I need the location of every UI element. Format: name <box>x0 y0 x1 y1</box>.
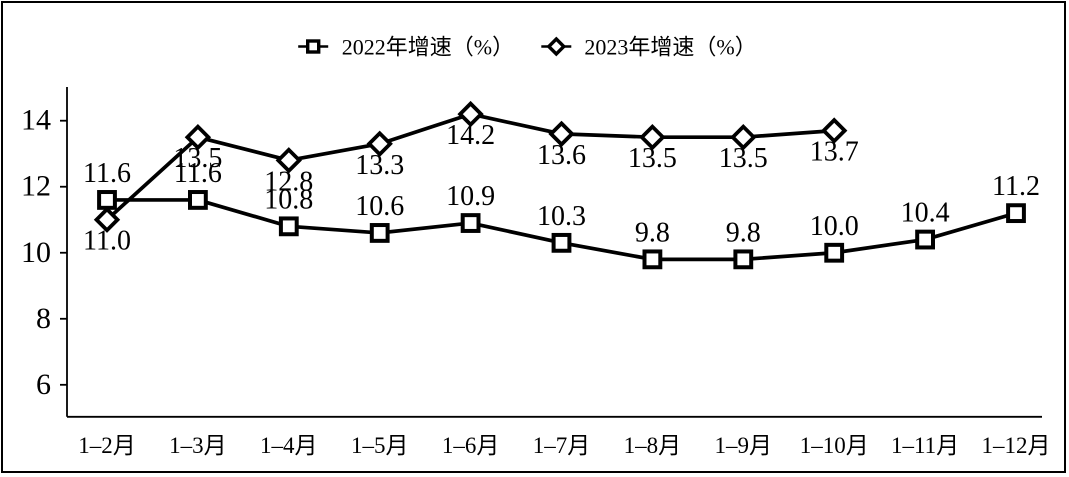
svg-text:1–9月: 1–9月 <box>715 433 773 458</box>
svg-text:10.3: 10.3 <box>537 201 586 232</box>
svg-text:1–4月: 1–4月 <box>260 433 318 458</box>
svg-text:1–6月: 1–6月 <box>442 433 500 458</box>
svg-text:12: 12 <box>21 170 51 203</box>
svg-text:13.5: 13.5 <box>173 143 222 174</box>
svg-text:11.0: 11.0 <box>83 226 131 257</box>
svg-text:1–10月: 1–10月 <box>800 433 869 458</box>
svg-text:9.8: 9.8 <box>726 217 761 248</box>
svg-text:10: 10 <box>21 236 51 269</box>
svg-text:1–8月: 1–8月 <box>624 433 682 458</box>
svg-text:1–3月: 1–3月 <box>169 433 227 458</box>
svg-text:2023年增速（%）: 2023年增速（%） <box>584 35 756 60</box>
svg-text:11.2: 11.2 <box>992 171 1040 202</box>
svg-text:6: 6 <box>36 368 51 401</box>
svg-text:1–12月: 1–12月 <box>982 433 1051 458</box>
svg-text:13.3: 13.3 <box>355 150 404 181</box>
svg-text:1–2月: 1–2月 <box>78 433 136 458</box>
svg-text:1–7月: 1–7月 <box>533 433 591 458</box>
svg-text:10.6: 10.6 <box>355 191 404 222</box>
svg-text:1–11月: 1–11月 <box>891 433 959 458</box>
svg-text:1–5月: 1–5月 <box>351 433 409 458</box>
svg-text:11.6: 11.6 <box>83 158 131 189</box>
svg-text:12.8: 12.8 <box>264 166 313 197</box>
svg-text:13.6: 13.6 <box>537 140 586 171</box>
svg-text:10.9: 10.9 <box>446 181 495 212</box>
svg-text:10.0: 10.0 <box>810 211 859 242</box>
svg-text:9.8: 9.8 <box>635 217 670 248</box>
svg-text:10.4: 10.4 <box>901 198 950 229</box>
svg-text:14.2: 14.2 <box>446 120 495 151</box>
svg-text:2022年增速（%）: 2022年增速（%） <box>342 35 514 60</box>
svg-text:8: 8 <box>36 302 51 335</box>
svg-text:13.7: 13.7 <box>810 137 859 168</box>
svg-text:13.5: 13.5 <box>628 143 677 174</box>
svg-text:13.5: 13.5 <box>719 143 768 174</box>
svg-text:14: 14 <box>21 104 51 137</box>
